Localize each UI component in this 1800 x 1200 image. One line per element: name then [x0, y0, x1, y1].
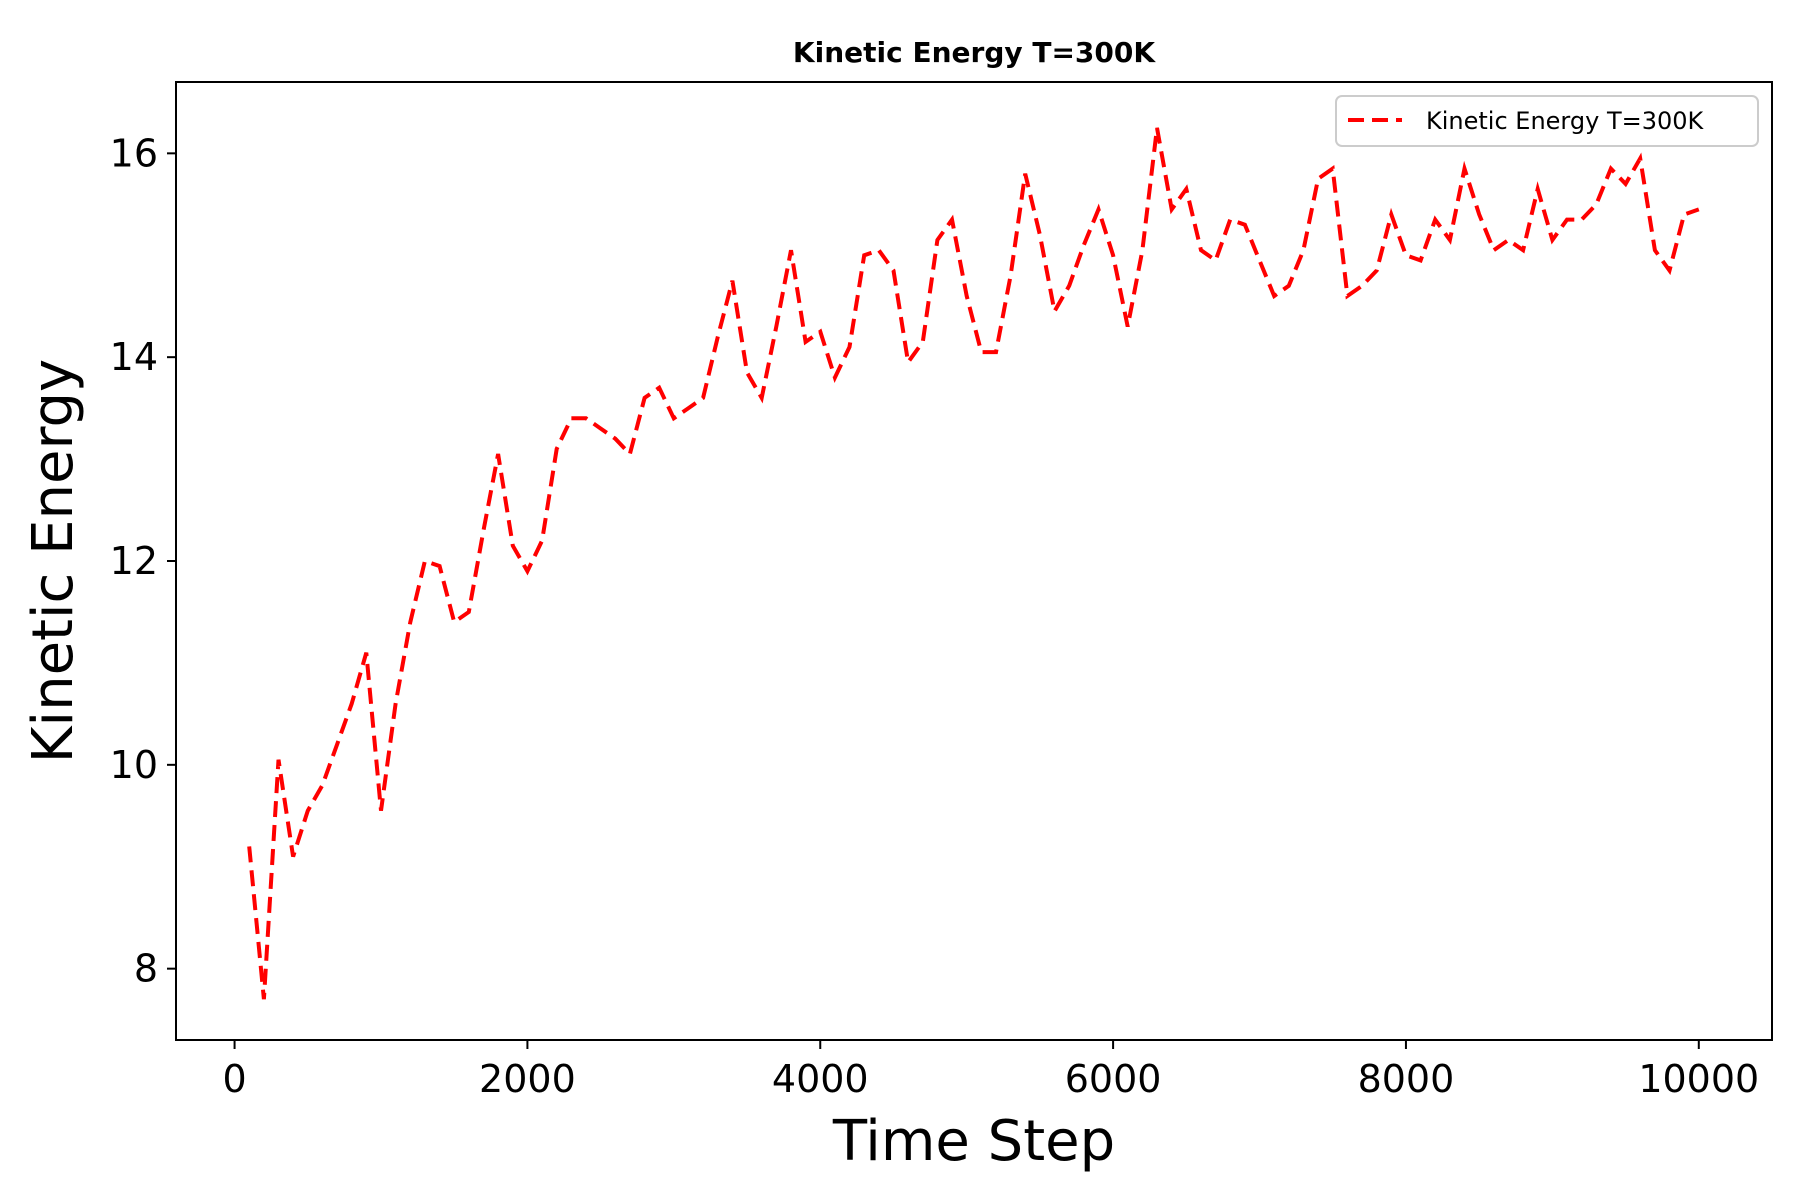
- x-tick-label: 10000: [1638, 1057, 1759, 1101]
- y-tick-label: 8: [134, 947, 158, 991]
- chart-title: Kinetic Energy T=300K: [793, 36, 1156, 69]
- x-tick-label: 0: [222, 1057, 246, 1101]
- x-tick-label: 6000: [1065, 1057, 1162, 1101]
- x-tick-label: 8000: [1358, 1057, 1455, 1101]
- legend: Kinetic Energy T=300K: [1335, 95, 1759, 147]
- plot-frame: [175, 81, 1773, 1041]
- y-tick-label: 12: [110, 539, 158, 583]
- legend-label: Kinetic Energy T=300K: [1426, 107, 1705, 135]
- x-axis-title: Time Step: [832, 1109, 1115, 1174]
- plot-area: [247, 127, 1700, 1000]
- legend-box: [1335, 95, 1759, 147]
- y-tick-label: 16: [110, 131, 158, 175]
- y-tick-label: 10: [110, 743, 158, 787]
- y-tick-label: 14: [110, 335, 158, 379]
- y-axis-title: Kinetic Energy: [21, 359, 86, 763]
- axis-ticks: 0 2000 4000 6000 8000 10000 8 10 12 14 16: [110, 131, 1760, 1101]
- series-line-0: [247, 127, 1700, 1000]
- x-tick-label: 4000: [772, 1057, 869, 1101]
- x-tick-label: 2000: [479, 1057, 576, 1101]
